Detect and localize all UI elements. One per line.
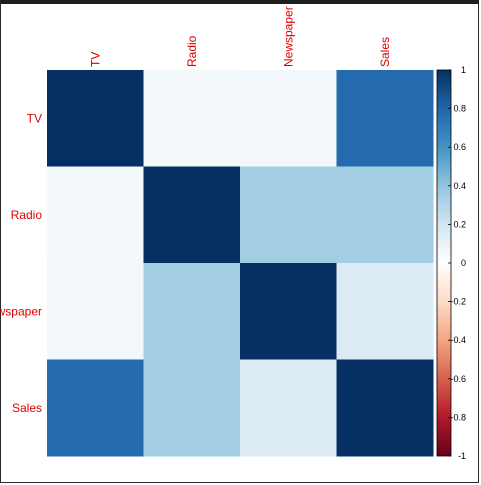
- heatmap-cell-radio-radio: [143, 166, 241, 264]
- heatmap-cell-sales-radio: [143, 359, 241, 457]
- column-label-newspaper: Newspaper: [281, 6, 295, 67]
- heatmap-cell-radio-sales: [336, 166, 434, 264]
- heatmap-cell-tv-newspaper: [240, 70, 337, 167]
- colorbar-tick-label: 0: [461, 258, 466, 268]
- colorbar-tick-label: -0.2: [450, 297, 466, 307]
- column-label-tv: TV: [88, 52, 102, 67]
- heatmap-cell-newspaper-tv: [47, 263, 144, 360]
- colorbar-tick-label: 0.4: [453, 181, 466, 191]
- colorbar-gradient: [437, 70, 451, 456]
- heatmap-cell-tv-tv: [47, 70, 144, 167]
- colorbar: 1 0.8 0.6 0.4 0.2 0 -0.2 -0.4 -0.6 -0.8 -1: [436, 65, 466, 461]
- heatmap-cell-sales-tv: [47, 359, 144, 457]
- colorbar-tick-label: -1: [458, 451, 466, 461]
- colorbar-tick-label: -0.6: [450, 374, 466, 384]
- heatmap-cell-sales-newspaper: [240, 359, 337, 457]
- colorbar-tick-label: -0.8: [450, 412, 466, 422]
- colorbar-tick-label: 0.2: [453, 219, 466, 229]
- heatmap-cell-radio-tv: [47, 166, 144, 264]
- heatmap-cells: [47, 70, 434, 457]
- row-labels: TV Radio Newspaper Sales: [0, 111, 42, 415]
- colorbar-tick-label: -0.4: [450, 335, 466, 345]
- heatmap-cell-newspaper-sales: [336, 263, 434, 360]
- row-label-sales: Sales: [12, 401, 42, 415]
- heatmap-cell-radio-newspaper: [240, 166, 337, 264]
- column-label-sales: Sales: [378, 37, 392, 67]
- row-label-newspaper: Newspaper: [0, 304, 42, 318]
- heatmap-cell-newspaper-newspaper: [240, 263, 337, 360]
- colorbar-tick-label: 1: [461, 65, 466, 75]
- row-label-tv: TV: [27, 111, 42, 125]
- heatmap-cell-sales-sales: [336, 359, 434, 457]
- column-label-radio: Radio: [185, 35, 199, 67]
- colorbar-tick-label: 0.6: [453, 142, 466, 152]
- heatmap-cell-newspaper-radio: [143, 263, 241, 360]
- row-label-radio: Radio: [11, 208, 43, 222]
- heatmap-cell-tv-sales: [336, 70, 434, 167]
- colorbar-tick-label: 0.8: [453, 104, 466, 114]
- heatmap-cell-tv-radio: [143, 70, 241, 167]
- column-labels: TV Radio Newspaper Sales: [88, 6, 392, 67]
